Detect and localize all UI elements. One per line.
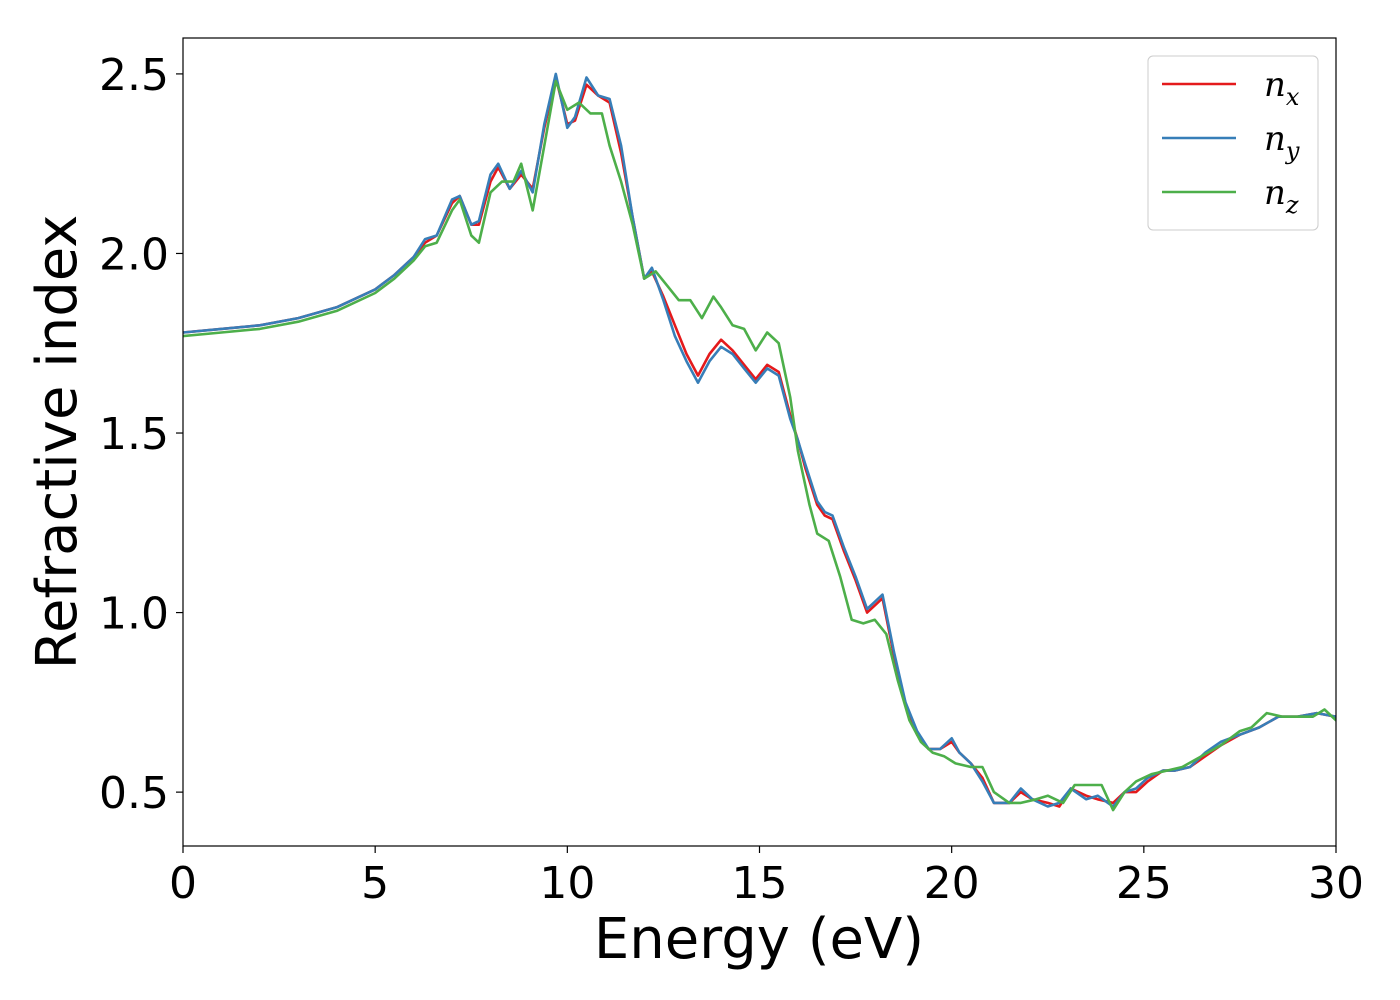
y-axis-ticks: 0.5 1.0 1.5 2.0 2.5 (99, 50, 183, 819)
y-tick-label: 0.5 (99, 768, 169, 819)
y-tick-label: 2.0 (99, 229, 169, 280)
x-axis-ticks: 0 5 10 15 20 25 30 (169, 846, 1364, 909)
x-tick-label: 5 (361, 858, 389, 909)
x-tick-label: 10 (539, 858, 595, 909)
y-tick-label: 1.5 (99, 409, 169, 460)
y-tick-label: 2.5 (99, 50, 169, 101)
x-tick-label: 15 (732, 858, 788, 909)
legend-subscript: z (1285, 191, 1299, 219)
series-line-ny (183, 72, 1336, 808)
legend-subscript: x (1286, 83, 1300, 111)
y-axis-title: Refractive index (25, 215, 90, 670)
x-axis-title: Energy (eV) (594, 907, 924, 972)
x-tick-label: 30 (1308, 858, 1364, 909)
series-line-nz (183, 79, 1336, 812)
x-tick-label: 20 (924, 858, 980, 909)
y-tick-label: 1.0 (99, 589, 169, 640)
legend-subscript: y (1285, 137, 1300, 165)
plot-background (183, 38, 1336, 846)
x-tick-label: 0 (169, 858, 197, 909)
x-tick-label: 25 (1116, 858, 1172, 909)
series-lines (183, 72, 1336, 812)
legend-box (1147, 55, 1319, 231)
